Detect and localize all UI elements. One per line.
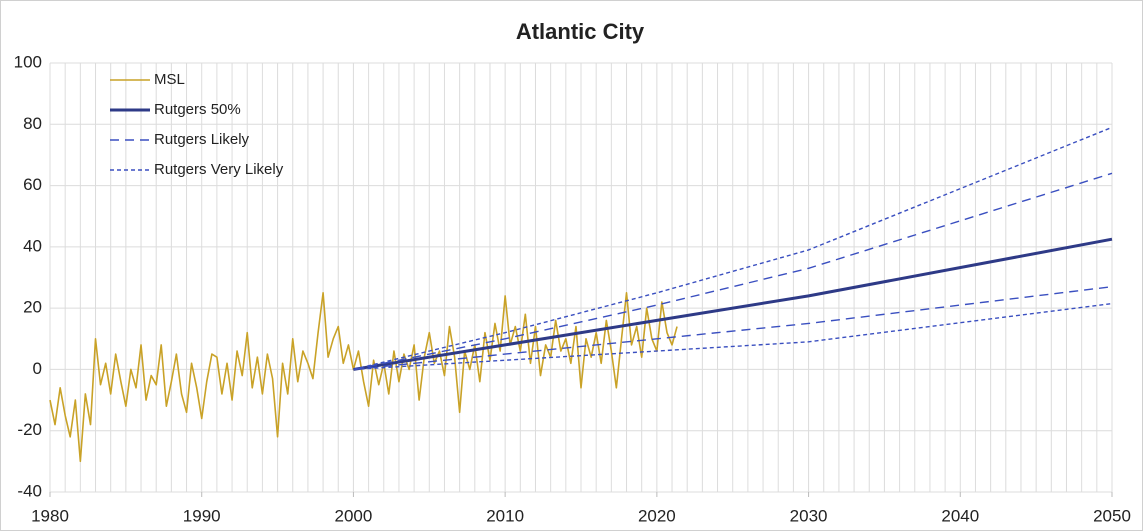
series-line: [353, 285, 1113, 371]
y-tick-label: 40: [23, 236, 42, 255]
series-line: [353, 237, 1113, 371]
legend-label: Rutgers Very Likely: [154, 161, 284, 178]
x-tick-label: 2000: [335, 506, 373, 525]
plot: [49, 126, 1113, 463]
legend: MSL Rutgers 50% Rutgers Likely Rutgers Very…: [110, 71, 284, 178]
x-tick-label: 2020: [638, 506, 676, 525]
legend-label: MSL: [154, 71, 185, 88]
x-tick-label: 2010: [486, 506, 524, 525]
y-tick-label: 100: [14, 52, 42, 71]
series-line: [353, 172, 1113, 371]
y-tick-label: 80: [23, 114, 42, 133]
x-tick-label: 2050: [1093, 506, 1131, 525]
legend-label: Rutgers Likely: [154, 131, 250, 148]
chart-title: Atlantic City: [516, 19, 645, 44]
series-line: [49, 292, 678, 463]
y-tick-label: 0: [33, 359, 42, 378]
x-tick-label: 1980: [31, 506, 69, 525]
y-tick-label: 60: [23, 175, 42, 194]
x-tick-label: 2030: [790, 506, 828, 525]
legend-label: Rutgers 50%: [154, 101, 241, 118]
x-tick-label: 1990: [183, 506, 221, 525]
x-tick-label: 2040: [941, 506, 979, 525]
series-line: [353, 302, 1113, 371]
y-tick-label: -20: [17, 420, 42, 439]
y-tick-label: -40: [17, 481, 42, 500]
y-tick-label: 20: [23, 298, 42, 317]
